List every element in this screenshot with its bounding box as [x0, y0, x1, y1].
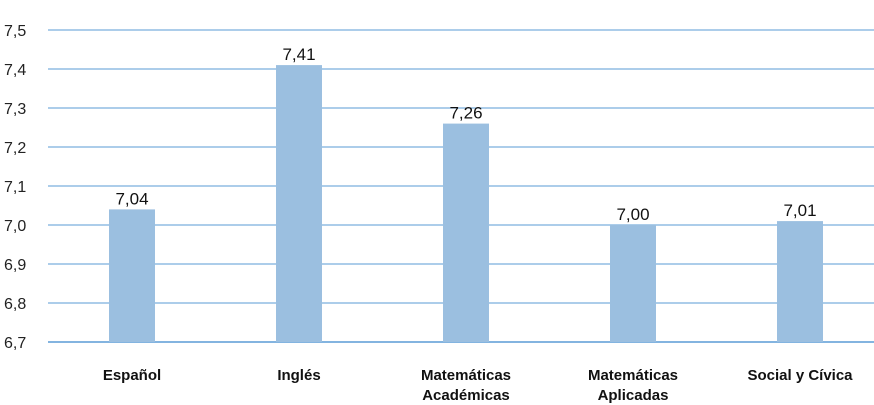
x-tick-label-line: Inglés — [277, 367, 320, 384]
x-tick-label-line: Español — [103, 367, 161, 384]
y-tick-label: 7,5 — [4, 23, 26, 40]
x-tick-label-line: Matemáticas — [421, 367, 511, 384]
bar — [443, 123, 489, 342]
category-labels: Español Inglés Matemáticas AcadémicasMatemá… — [103, 367, 853, 404]
bars — [109, 65, 823, 342]
bar — [276, 65, 322, 342]
data-label: 7,04 — [115, 189, 148, 208]
data-label: 7,00 — [616, 205, 649, 224]
x-tick-label-line: Matemáticas — [588, 367, 678, 384]
y-tick-label: 6,9 — [4, 257, 26, 274]
x-tick-label: Español — [103, 367, 161, 384]
y-tick-label: 7,4 — [4, 62, 26, 79]
data-label: 7,26 — [449, 104, 482, 123]
y-tick-label: 7,3 — [4, 101, 26, 118]
y-tick-label: 6,8 — [4, 296, 26, 313]
y-tick-label: 7,2 — [4, 140, 26, 157]
value-labels: 7,04 7,41 7,26 7,00 7,01 — [115, 45, 816, 224]
x-tick-label-line: Académicas — [422, 387, 510, 404]
y-axis-ticks: 6,7 6,8 6,9 7,0 7,1 7,2 7,3 7,4 7,5 — [4, 23, 26, 352]
data-label: 7,41 — [282, 45, 315, 64]
x-tick-label: Social y Cívica — [747, 367, 853, 384]
x-tick-label: Inglés — [277, 367, 320, 384]
bar — [777, 221, 823, 342]
data-label: 7,01 — [783, 201, 816, 220]
x-tick-label-line: Aplicadas — [598, 387, 669, 404]
y-tick-label: 6,7 — [4, 335, 26, 352]
y-tick-label: 7,0 — [4, 218, 26, 235]
x-tick-label-line: Social y Cívica — [747, 367, 853, 384]
y-tick-label: 7,1 — [4, 179, 26, 196]
bar — [109, 209, 155, 342]
x-tick-label: Matemáticas Aplicadas — [588, 367, 678, 404]
x-tick-label: Matemáticas Académicas — [421, 367, 511, 404]
bar — [610, 225, 656, 342]
